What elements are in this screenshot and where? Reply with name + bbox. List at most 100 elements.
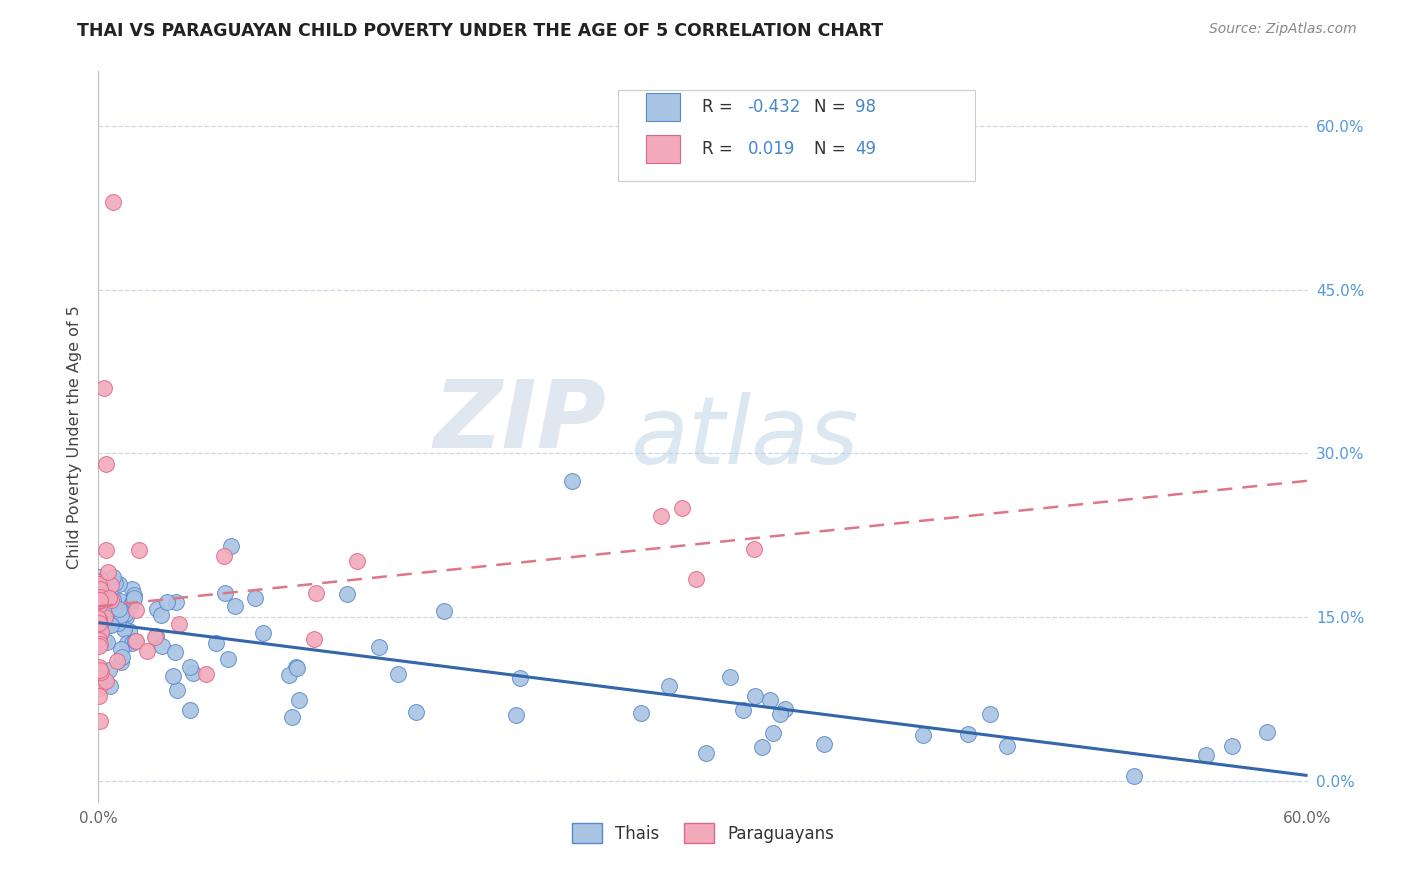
Point — [252, 626, 274, 640]
Point — [94, 610, 117, 624]
Point — [124, 634, 146, 648]
Point — [96, 458, 118, 472]
Text: N =: N = — [814, 140, 851, 158]
Text: 49: 49 — [855, 140, 876, 158]
Point — [759, 693, 782, 707]
FancyBboxPatch shape — [647, 135, 681, 163]
Point — [105, 654, 128, 668]
Point — [957, 727, 980, 741]
Point — [509, 671, 531, 685]
Legend: Thais, Paraguayans: Thais, Paraguayans — [565, 817, 841, 849]
Point — [89, 603, 111, 617]
FancyBboxPatch shape — [647, 94, 681, 121]
Point — [1122, 768, 1144, 782]
Point — [761, 726, 783, 740]
Point — [93, 633, 115, 648]
Point — [145, 629, 167, 643]
Point — [433, 604, 456, 618]
Point — [108, 602, 131, 616]
Point — [94, 615, 117, 630]
Point — [96, 542, 118, 557]
Point — [103, 570, 125, 584]
Point — [87, 616, 110, 631]
Point — [89, 714, 111, 729]
Point — [217, 652, 239, 666]
Point — [121, 582, 143, 596]
Point — [93, 674, 115, 689]
Text: ZIP: ZIP — [433, 376, 606, 468]
Text: 98: 98 — [855, 98, 876, 116]
Point — [98, 679, 121, 693]
Point — [152, 639, 174, 653]
Point — [346, 554, 368, 568]
Point — [91, 624, 114, 638]
Point — [90, 625, 112, 640]
Point — [278, 668, 301, 682]
Point — [212, 549, 235, 563]
Point — [169, 617, 191, 632]
Point — [305, 586, 328, 600]
Point — [87, 635, 110, 649]
Point — [911, 728, 934, 742]
Point — [90, 591, 112, 606]
Point — [281, 709, 304, 723]
Point — [89, 670, 111, 684]
Point — [101, 592, 124, 607]
Text: -0.432: -0.432 — [748, 98, 801, 116]
Point — [1195, 748, 1218, 763]
Point — [89, 627, 111, 641]
Point — [90, 665, 112, 679]
Point — [304, 632, 326, 647]
Point — [112, 623, 135, 637]
Point — [288, 693, 311, 707]
Point — [96, 635, 118, 649]
Point — [769, 706, 792, 721]
Point — [97, 591, 120, 606]
Point — [87, 632, 110, 647]
Point — [165, 595, 187, 609]
Point — [143, 630, 166, 644]
Point — [368, 640, 391, 655]
Point — [744, 689, 766, 703]
Point — [89, 663, 111, 677]
Point — [561, 474, 583, 488]
Point — [89, 637, 111, 651]
Text: THAI VS PARAGUAYAN CHILD POVERTY UNDER THE AGE OF 5 CORRELATION CHART: THAI VS PARAGUAYAN CHILD POVERTY UNDER T… — [77, 22, 883, 40]
Point — [89, 617, 111, 632]
Point — [100, 618, 122, 632]
Point — [107, 616, 129, 631]
Point — [90, 624, 112, 638]
Point — [90, 616, 112, 631]
Point — [89, 598, 111, 612]
Point — [387, 667, 409, 681]
Point — [163, 644, 186, 658]
Point — [87, 611, 110, 625]
Point — [93, 381, 115, 395]
Point — [89, 570, 111, 584]
Point — [285, 661, 308, 675]
Point — [89, 590, 111, 604]
Point — [89, 582, 111, 596]
Text: R =: R = — [702, 98, 738, 116]
Point — [94, 579, 117, 593]
Point — [1256, 725, 1278, 739]
Point — [114, 607, 136, 621]
Point — [405, 705, 427, 719]
Point — [695, 746, 717, 760]
Point — [122, 593, 145, 607]
Point — [87, 689, 110, 703]
Point — [813, 737, 835, 751]
Point — [122, 588, 145, 602]
Point — [224, 599, 246, 614]
Point — [995, 739, 1018, 753]
Text: Source: ZipAtlas.com: Source: ZipAtlas.com — [1209, 22, 1357, 37]
Point — [128, 543, 150, 558]
Point — [89, 593, 111, 607]
Point — [219, 539, 242, 553]
Point — [122, 591, 145, 605]
Point — [89, 593, 111, 607]
Point — [125, 634, 148, 648]
Point — [94, 674, 117, 689]
Point — [98, 663, 121, 677]
Point — [505, 707, 527, 722]
